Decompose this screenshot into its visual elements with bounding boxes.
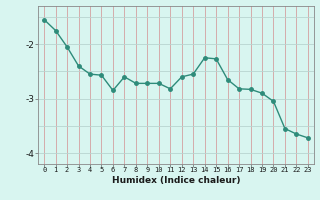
X-axis label: Humidex (Indice chaleur): Humidex (Indice chaleur) — [112, 176, 240, 185]
